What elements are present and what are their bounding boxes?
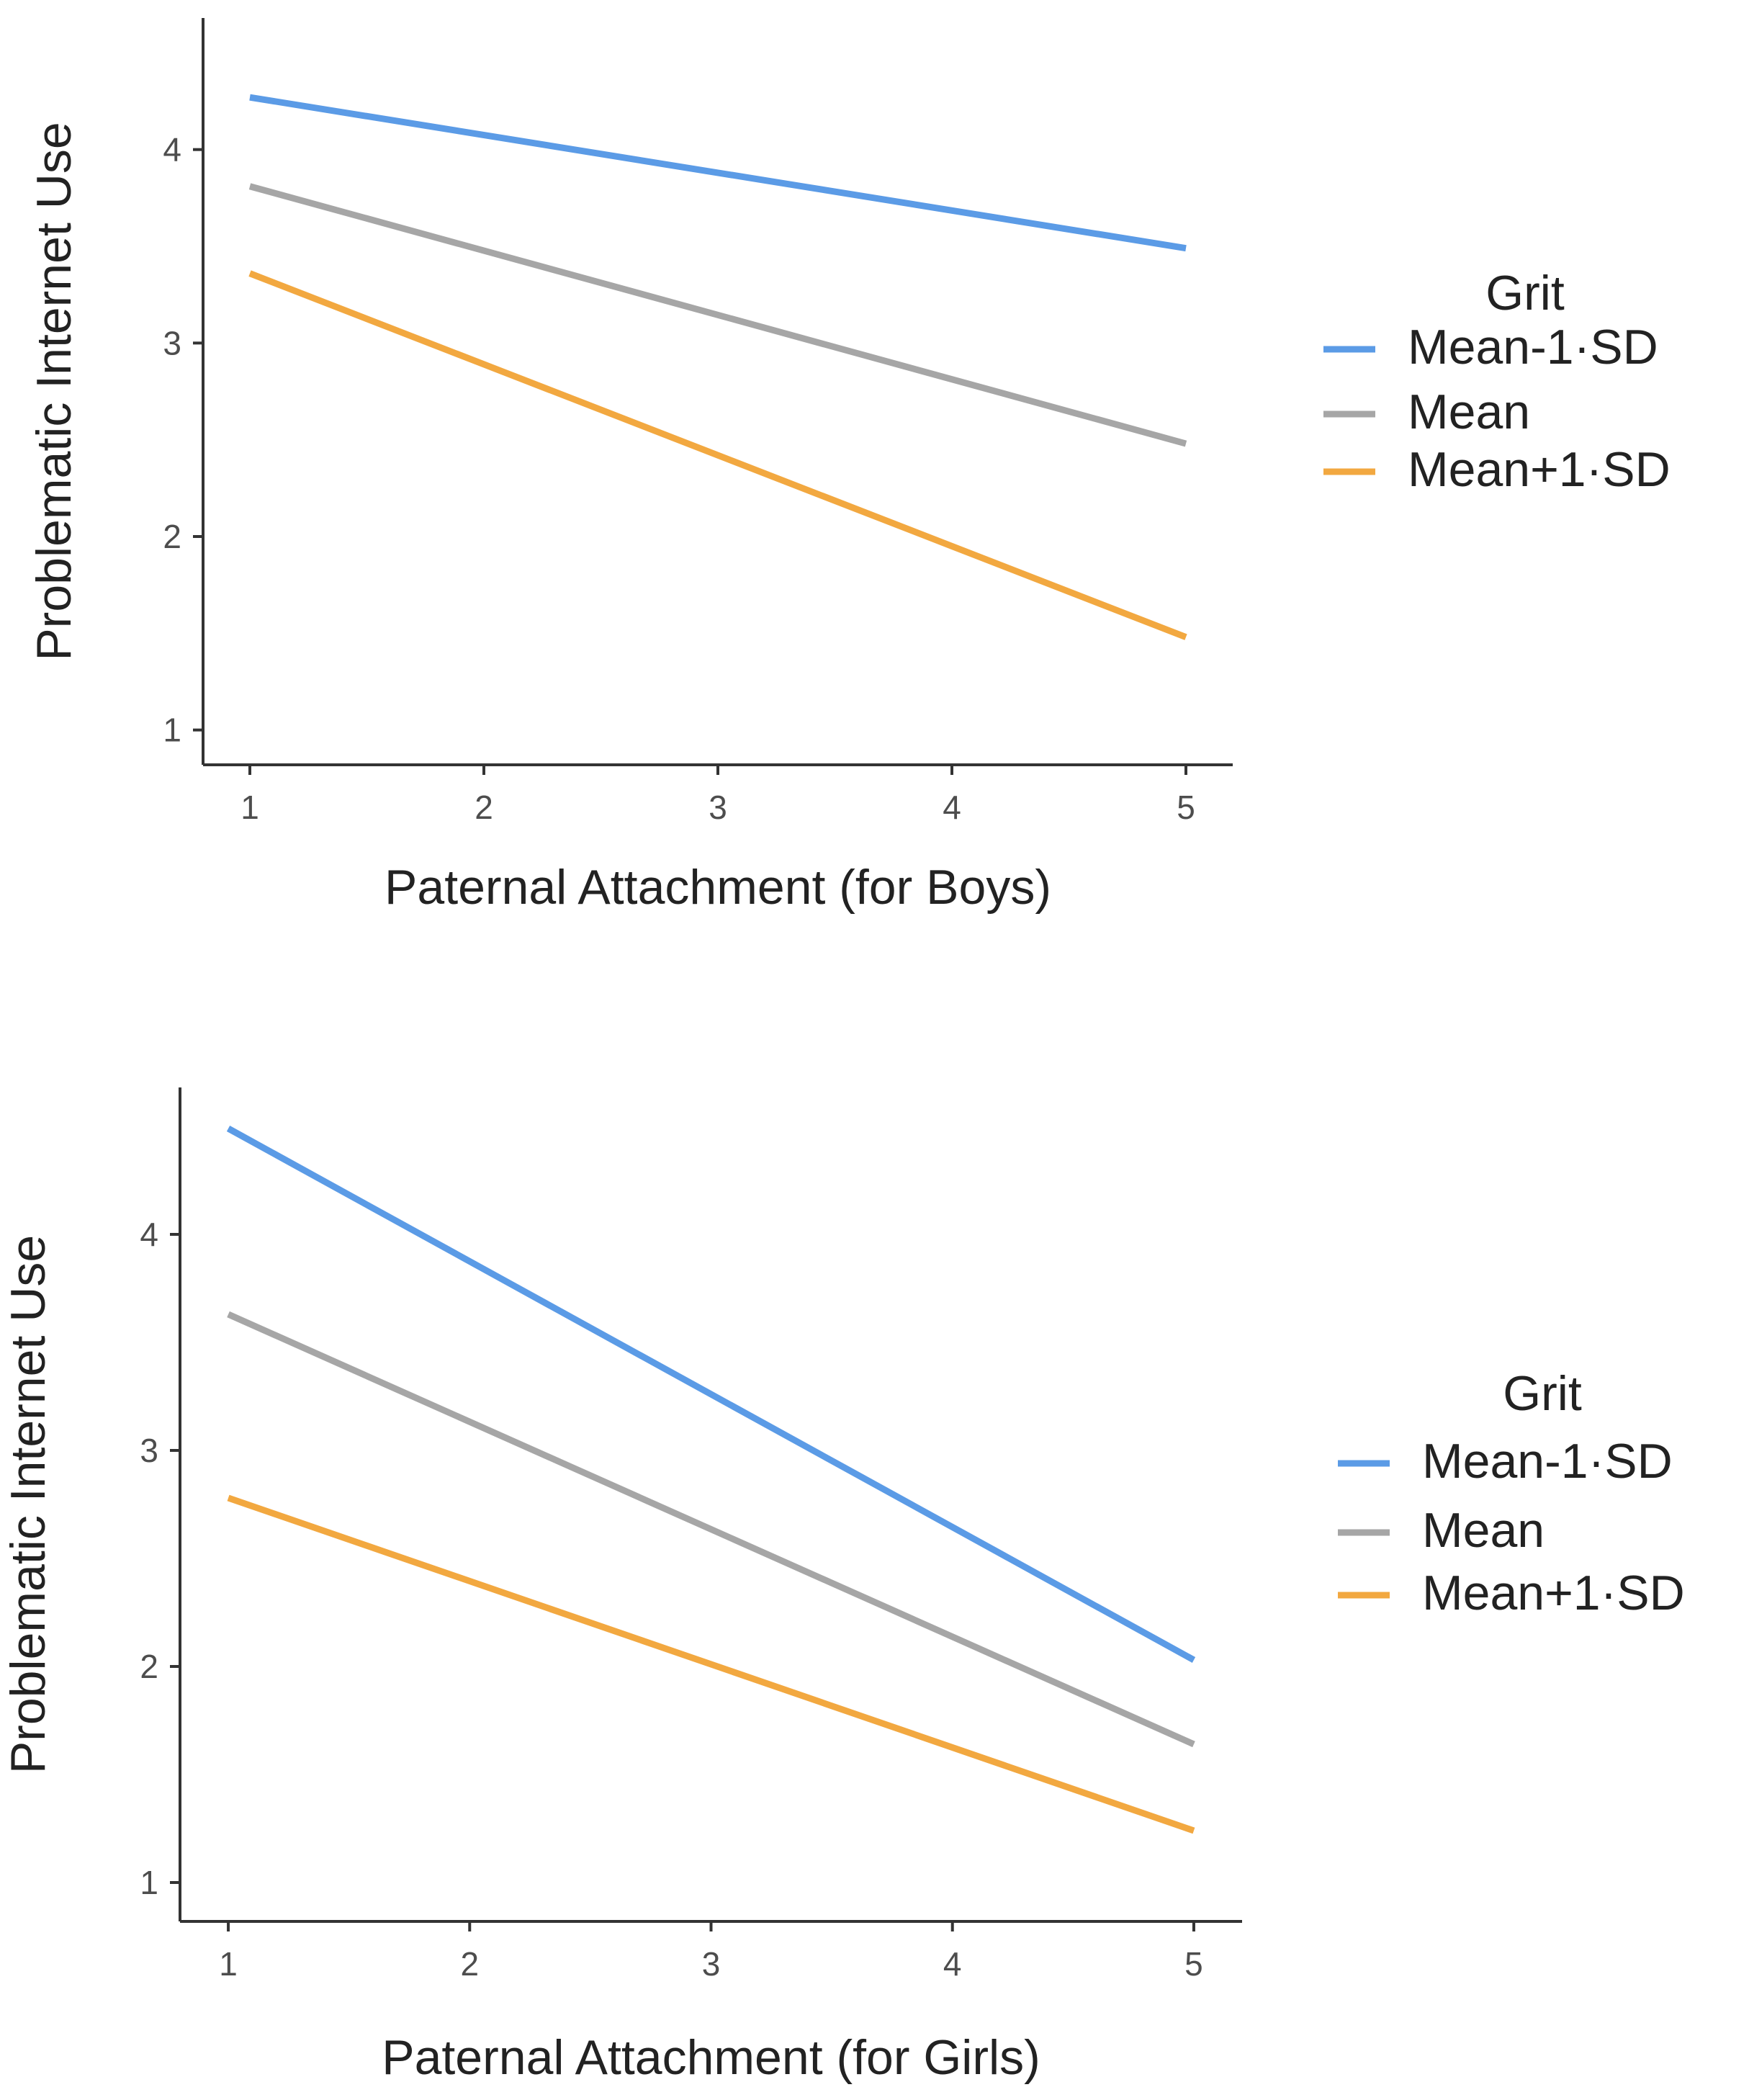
y-tick-label: 2	[140, 1648, 158, 1685]
x-tick-label: 5	[1177, 789, 1195, 826]
legend-label: Mean+1·SD	[1422, 1566, 1685, 1620]
y-tick-label: 3	[163, 324, 181, 362]
legend-label: Mean	[1408, 385, 1530, 439]
y-tick-label: 4	[140, 1216, 158, 1253]
x-axis-title: Paternal Attachment (for Boys)	[385, 860, 1051, 915]
series-line-2	[227, 1311, 1195, 1748]
legend-title: Grit	[1485, 266, 1565, 320]
x-tick-label: 2	[460, 1945, 479, 1983]
y-tick-label: 1	[163, 712, 181, 749]
legend-label: Mean	[1422, 1503, 1545, 1558]
series-line-2	[248, 183, 1187, 447]
x-tick-label: 4	[943, 1945, 962, 1983]
legend-label: Mean-1·SD	[1422, 1434, 1673, 1489]
legend-label: Mean+1·SD	[1408, 442, 1671, 497]
chart-panel-2: 1 2 3 4 5 1 2 3 4 Paternal Attachment (for Girls)…	[1, 1087, 1685, 2085]
y-tick-label: 2	[163, 518, 181, 555]
y-axis-title: Problematic Internet Use	[27, 122, 81, 660]
x-tick-label: 1	[240, 789, 259, 826]
x-tick-label: 3	[709, 789, 727, 826]
x-axis-title: Paternal Attachment (for Girls)	[382, 2030, 1040, 2085]
y-tick-label: 1	[140, 1864, 158, 1901]
y-tick-label: 3	[140, 1432, 158, 1469]
y-axis-title: Problematic Internet Use	[1, 1235, 55, 1774]
x-tick-label: 1	[219, 1945, 238, 1983]
series-line-3	[248, 270, 1187, 640]
legend-label: Mean-1·SD	[1408, 320, 1658, 374]
x-tick-label: 4	[943, 789, 961, 826]
x-tick-label: 3	[702, 1945, 721, 1983]
x-tick-label: 5	[1184, 1945, 1203, 1983]
x-tick-label: 2	[475, 789, 493, 826]
legend: Grit Mean-1·SD Mean Mean+1·SD	[1338, 1366, 1685, 1620]
series-line-1	[249, 94, 1187, 252]
series-line-1	[226, 1126, 1196, 1663]
legend-title: Grit	[1503, 1366, 1582, 1421]
y-tick-label: 4	[163, 131, 181, 169]
chart-panel-1: 1 2 3 4 5 1 2 3 4 Paternal Attachment (for Boys) P…	[27, 18, 1671, 915]
series-line-3	[227, 1494, 1195, 1834]
